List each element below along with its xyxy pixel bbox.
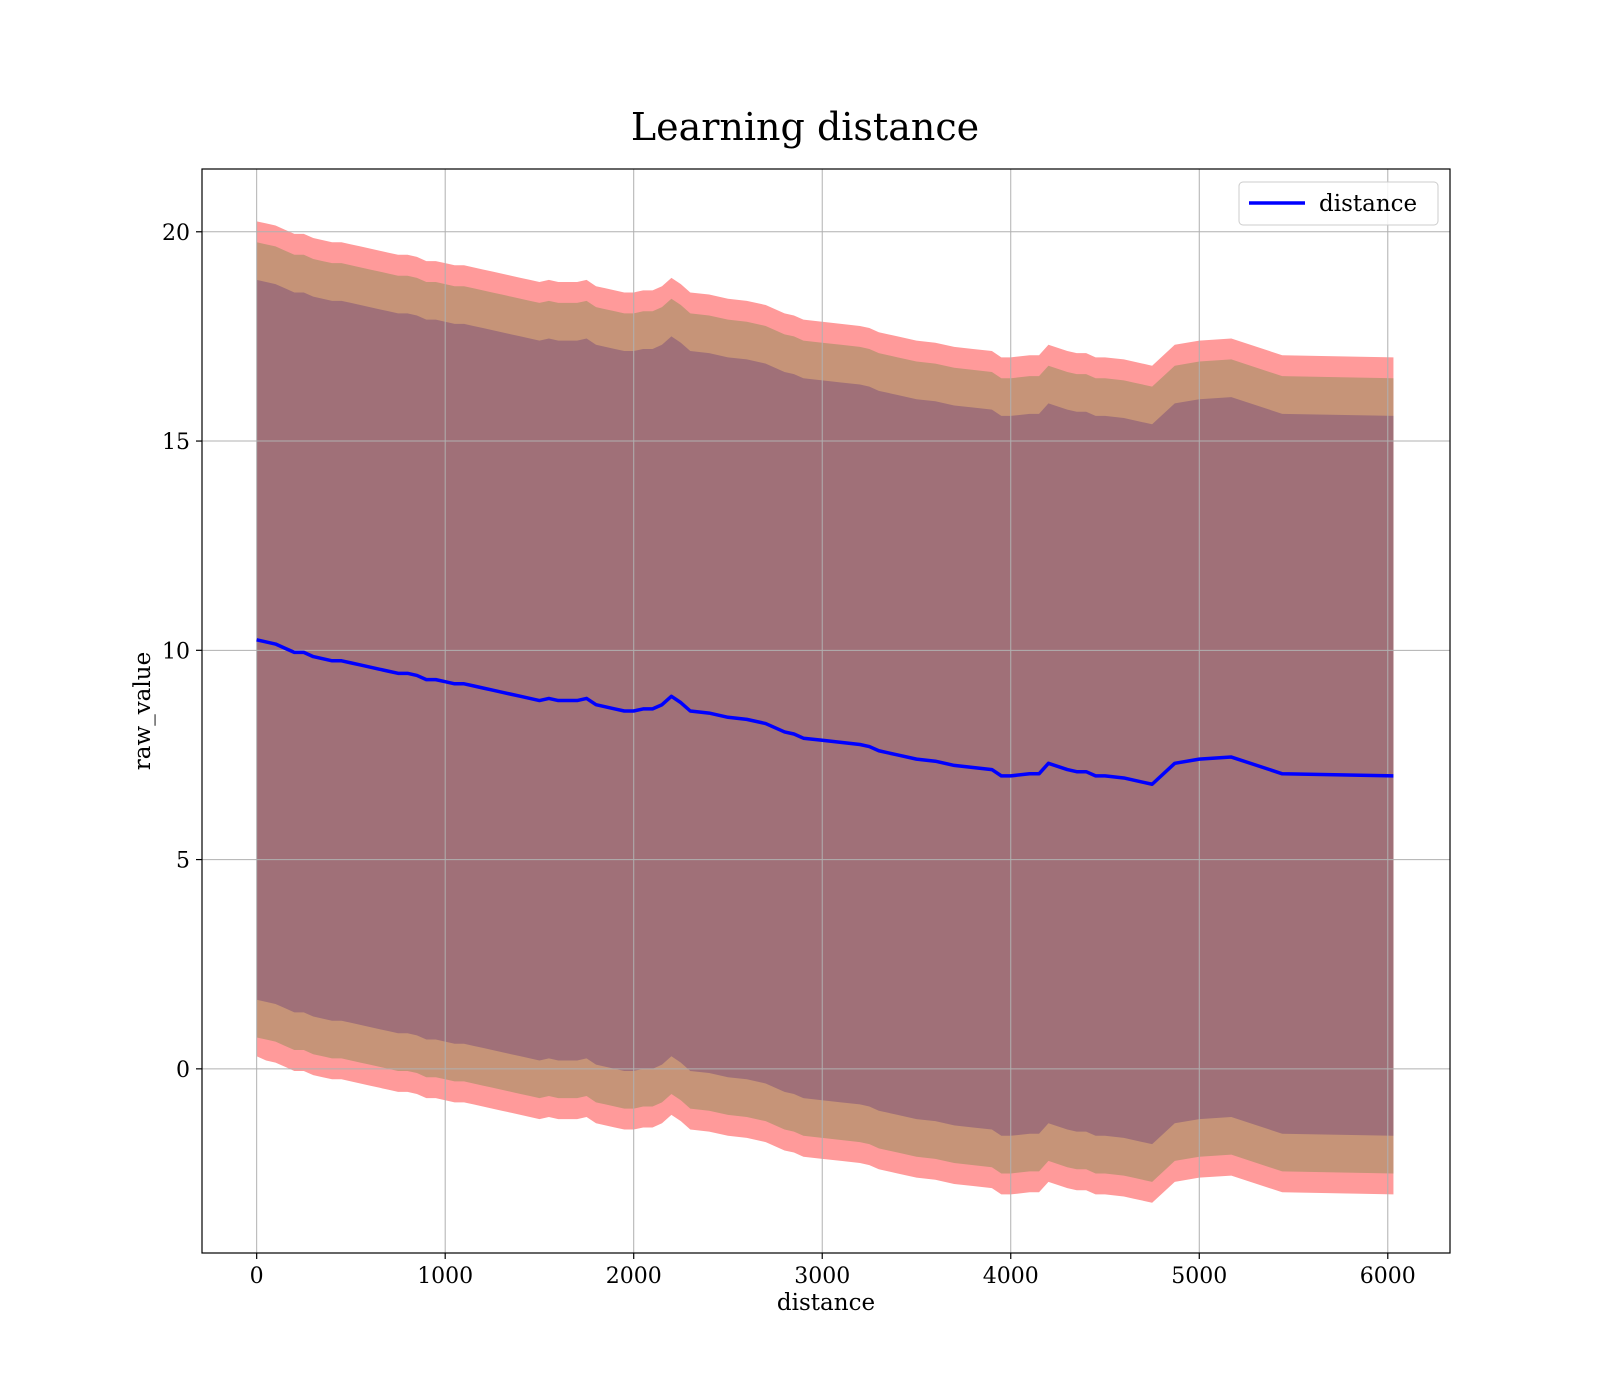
- line-layer: [256, 638, 1394, 786]
- x-tick-label-3000: 3000: [794, 1264, 850, 1289]
- grid-layer: [202, 169, 1450, 1253]
- legend: distance: [1238, 181, 1439, 226]
- x-tick-label-5000: 5000: [1171, 1264, 1227, 1289]
- x-tick-label-0: 0: [250, 1264, 264, 1289]
- x-axis-label: distance: [777, 1290, 875, 1316]
- band-inner: [256, 279, 1394, 1145]
- legend-box: [1238, 181, 1439, 226]
- x-tick-label-6000: 6000: [1360, 1264, 1416, 1289]
- x-axis-ticks: 0 1000 2000 3000 4000 5000 6000: [250, 1253, 1416, 1289]
- x-tick-label-4000: 4000: [983, 1264, 1039, 1289]
- x-tick-label-1000: 1000: [417, 1264, 473, 1289]
- y-axis-ticks: 0 5 10 15 20: [162, 221, 202, 1083]
- plot-frame: [201, 168, 1451, 1254]
- chart-title: Learning distance: [631, 105, 979, 149]
- plot-area: [201, 168, 1451, 1254]
- y-tick-label-5: 5: [176, 849, 190, 874]
- bands-layer: [256, 221, 1394, 1203]
- y-tick-label-10: 10: [162, 639, 190, 664]
- x-tick-label-2000: 2000: [606, 1264, 662, 1289]
- series-line-distance: [256, 638, 1394, 786]
- y-tick-label-15: 15: [162, 430, 190, 455]
- y-axis-label: raw_value: [130, 652, 156, 770]
- legend-entry-distance: distance: [1319, 191, 1417, 217]
- y-tick-label-20: 20: [162, 221, 190, 246]
- y-tick-label-0: 0: [176, 1058, 190, 1083]
